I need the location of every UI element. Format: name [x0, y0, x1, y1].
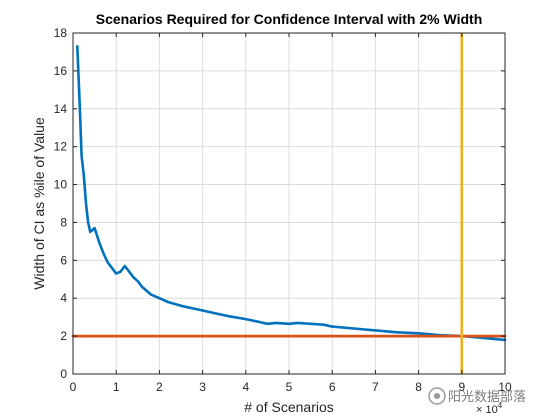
- y-tick-label-2: 4: [60, 291, 67, 305]
- x-exponent-power: 4: [498, 401, 503, 410]
- watermark-logo-dot: [434, 393, 440, 399]
- y-tick-label-6: 12: [54, 140, 68, 154]
- x-tick-label-7: 7: [372, 380, 379, 394]
- y-tick-label-8: 16: [54, 64, 68, 78]
- x-tick-label-9: 9: [458, 380, 465, 394]
- series-line-0: [76, 44, 507, 342]
- x-tick-label-3: 3: [199, 380, 206, 394]
- x-exponent-label: × 104: [476, 401, 503, 416]
- watermark: 阳光数据部落: [428, 387, 526, 405]
- x-tick-label-2: 2: [156, 380, 163, 394]
- y-tick-label-7: 14: [54, 102, 68, 116]
- x-tick-label-4: 4: [242, 380, 249, 394]
- y-tick-label-9: 18: [54, 26, 68, 40]
- watermark-logo-icon: [428, 387, 446, 405]
- chart-title: Scenarios Required for Confidence Interv…: [96, 11, 483, 27]
- watermark-text: 阳光数据部落: [448, 390, 526, 405]
- axes: [72, 32, 506, 375]
- y-axis-label: Width of CI as %ile of Value: [31, 117, 47, 290]
- y-tick-label-1: 2: [60, 329, 67, 343]
- x-tick-label-5: 5: [286, 380, 293, 394]
- y-tick-label-0: 0: [60, 367, 67, 381]
- x-tick-label-8: 8: [415, 380, 422, 394]
- series-group: [71, 33, 507, 374]
- y-tick-label-5: 10: [54, 178, 68, 192]
- y-tick-label-4: 8: [60, 215, 67, 229]
- x-tick-label-6: 6: [329, 380, 336, 394]
- y-tick-label-3: 6: [60, 253, 67, 267]
- x-tick-label-1: 1: [113, 380, 120, 394]
- x-axis-label: # of Scenarios: [244, 399, 334, 415]
- x-tick-label-0: 0: [70, 380, 77, 394]
- x-tick-label-10: 10: [498, 380, 512, 394]
- x-exponent-base: × 10: [476, 404, 498, 416]
